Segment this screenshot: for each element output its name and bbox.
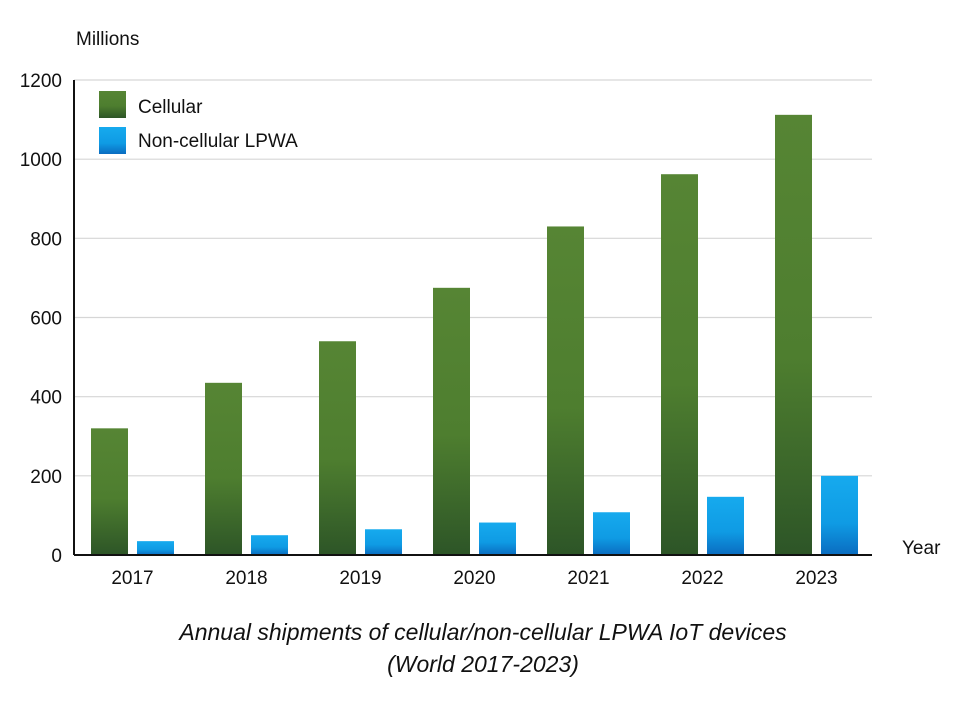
bar-non-cellular-2017: [137, 541, 174, 555]
x-tick-label: 2020: [453, 568, 495, 589]
legend-label-cellular: Cellular: [138, 97, 203, 118]
x-tick-label: 2021: [567, 568, 609, 589]
bar-non-cellular-2021: [593, 512, 630, 555]
chart-caption-line-1: Annual shipments of cellular/non-cellula…: [179, 619, 787, 645]
axes: 0 200 400 600 800 1000 1200 2017 2018 2019 2020 202…: [20, 71, 872, 589]
legend-swatch-non-cellular: [99, 127, 126, 154]
bar-cellular-2020: [433, 287, 470, 555]
x-tick-label: 2017: [111, 568, 153, 589]
bar-non-cellular-2019: [365, 529, 402, 555]
bar-non-cellular-2020: [479, 522, 516, 555]
bar-cellular-2018: [205, 382, 242, 555]
legend-label-non-cellular: Non-cellular LPWA: [138, 131, 298, 152]
x-tick-label: 2019: [339, 568, 381, 589]
bar-cellular-2019: [319, 341, 356, 555]
y-tick-label: 200: [30, 467, 62, 488]
y-tick-label: 400: [30, 388, 62, 409]
x-tick-label: 2023: [795, 568, 837, 589]
bar-non-cellular-2022: [707, 496, 744, 555]
bar-non-cellular-2018: [251, 535, 288, 555]
bar-cellular-2017: [91, 428, 128, 555]
bar-cellular-2022: [661, 174, 698, 556]
y-axis-label: Millions: [76, 29, 139, 50]
x-tick-label: 2022: [681, 568, 723, 589]
y-tick-label: 1000: [20, 150, 62, 171]
x-axis-label: Year: [902, 538, 941, 559]
y-tick-label: 800: [30, 229, 62, 250]
y-tick-label: 600: [30, 309, 62, 330]
y-tick-label: 1200: [20, 71, 62, 92]
bars: [91, 114, 858, 556]
bar-cellular-2023: [775, 114, 812, 555]
bar-cellular-2021: [547, 226, 584, 556]
legend: Cellular Non-cellular LPWA: [99, 91, 298, 154]
y-tick-label: 0: [51, 546, 62, 567]
chart-caption-line-2: (World 2017-2023): [387, 651, 579, 677]
bar-non-cellular-2023: [821, 475, 858, 555]
x-tick-label: 2018: [225, 568, 267, 589]
legend-swatch-cellular: [99, 91, 126, 118]
